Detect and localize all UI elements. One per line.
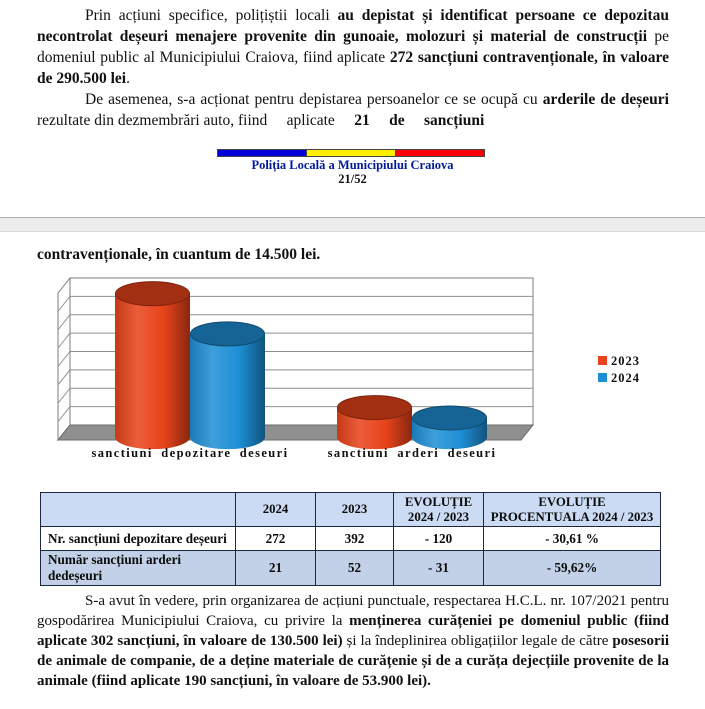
value-2024: 21 — [235, 550, 316, 587]
flag-segment-yellow — [307, 149, 396, 157]
value-evolution-percent: - 30,61 % — [483, 526, 661, 552]
side-wall-hatch — [57, 314, 71, 331]
value-evolution: - 120 — [393, 526, 484, 552]
side-wall-hatch — [57, 351, 71, 367]
page1-text-block: Prin acțiuni specifice, polițiștii local… — [37, 5, 669, 131]
page2-closing-block: S-a avut în vedere, prin organizarea de … — [37, 591, 669, 691]
page2-lead-sentence: contravenționale, în cuantum de 14.500 l… — [37, 246, 321, 263]
footer-organization: Poliția Locală a Municipiului Craiova — [251, 158, 454, 172]
flag-segment-red — [396, 149, 485, 157]
header-empty — [40, 491, 236, 528]
footer-page-number: 21/52 — [338, 172, 367, 186]
side-wall-hatch — [57, 277, 71, 294]
legend-label: 2024 — [611, 371, 640, 385]
legend-swatch — [598, 373, 607, 382]
paragraph-sanctions-deposit: Prin acțiuni specifice, polițiștii local… — [37, 7, 670, 87]
bar-2023-category1 — [115, 281, 190, 450]
legend-2024: 2024 — [598, 371, 640, 385]
sanctions-chart: sanctiuni depozitare deseuri sanctiuni a… — [56, 276, 640, 460]
table-row: Număr sancțiuni arderi dedeșeuri 21 52 -… — [40, 550, 661, 587]
paragraph-sanctions-burning: De asemenea, s-a acționat pentru depista… — [37, 91, 669, 129]
header-2023: 2023 — [315, 491, 394, 528]
value-2023: 392 — [315, 526, 394, 552]
side-wall-hatch — [57, 332, 71, 349]
side-wall-hatch — [57, 406, 71, 422]
legend-swatch — [598, 356, 607, 365]
table-row: Nr. sancțiuni depozitare deșeuri 272 392… — [40, 526, 661, 552]
paragraph-hcl-cleanliness: S-a avut în vedere, prin organizarea de … — [37, 593, 669, 689]
sanctions-comparison-table: 2024 2023 EVOLUȚIE 2024 / 2023 EVOLUȚIE … — [40, 491, 661, 587]
value-evolution: - 31 — [393, 550, 484, 587]
table-header-row: 2024 2023 EVOLUȚIE 2024 / 2023 EVOLUȚIE … — [40, 491, 661, 528]
sanctions-chart-container: sanctiuni depozitare deseuri sanctiuni a… — [50, 272, 695, 472]
category-label: sanctiuni arderi deseuri — [328, 446, 497, 460]
romanian-flag-bar — [217, 149, 485, 157]
bar-2024-category1 — [190, 321, 265, 450]
legend-2023: 2023 — [598, 354, 640, 368]
bar-2024-category2 — [412, 405, 487, 450]
header-evolution-percent: EVOLUȚIE PROCENTUALA 2024 / 2023 — [483, 491, 661, 528]
side-wall-hatch — [57, 369, 71, 386]
bar-2023-category2 — [337, 395, 412, 450]
header-2024: 2024 — [235, 491, 316, 528]
value-evolution-percent: - 59,62% — [483, 550, 661, 587]
row-label: Nr. sancțiuni depozitare deșeuri — [40, 526, 236, 552]
legend-label: 2023 — [611, 354, 640, 368]
value-2024: 272 — [235, 526, 316, 552]
flag-segment-blue — [217, 149, 307, 157]
value-2023: 52 — [315, 550, 394, 587]
category-label: sanctiuni depozitare deseuri — [92, 446, 289, 460]
side-wall-hatch — [57, 296, 71, 312]
header-evolution: EVOLUȚIE 2024 / 2023 — [393, 491, 484, 528]
page-separator — [0, 217, 705, 232]
side-wall-hatch — [57, 387, 71, 404]
row-label: Număr sancțiuni arderi dedeșeuri — [40, 550, 236, 587]
